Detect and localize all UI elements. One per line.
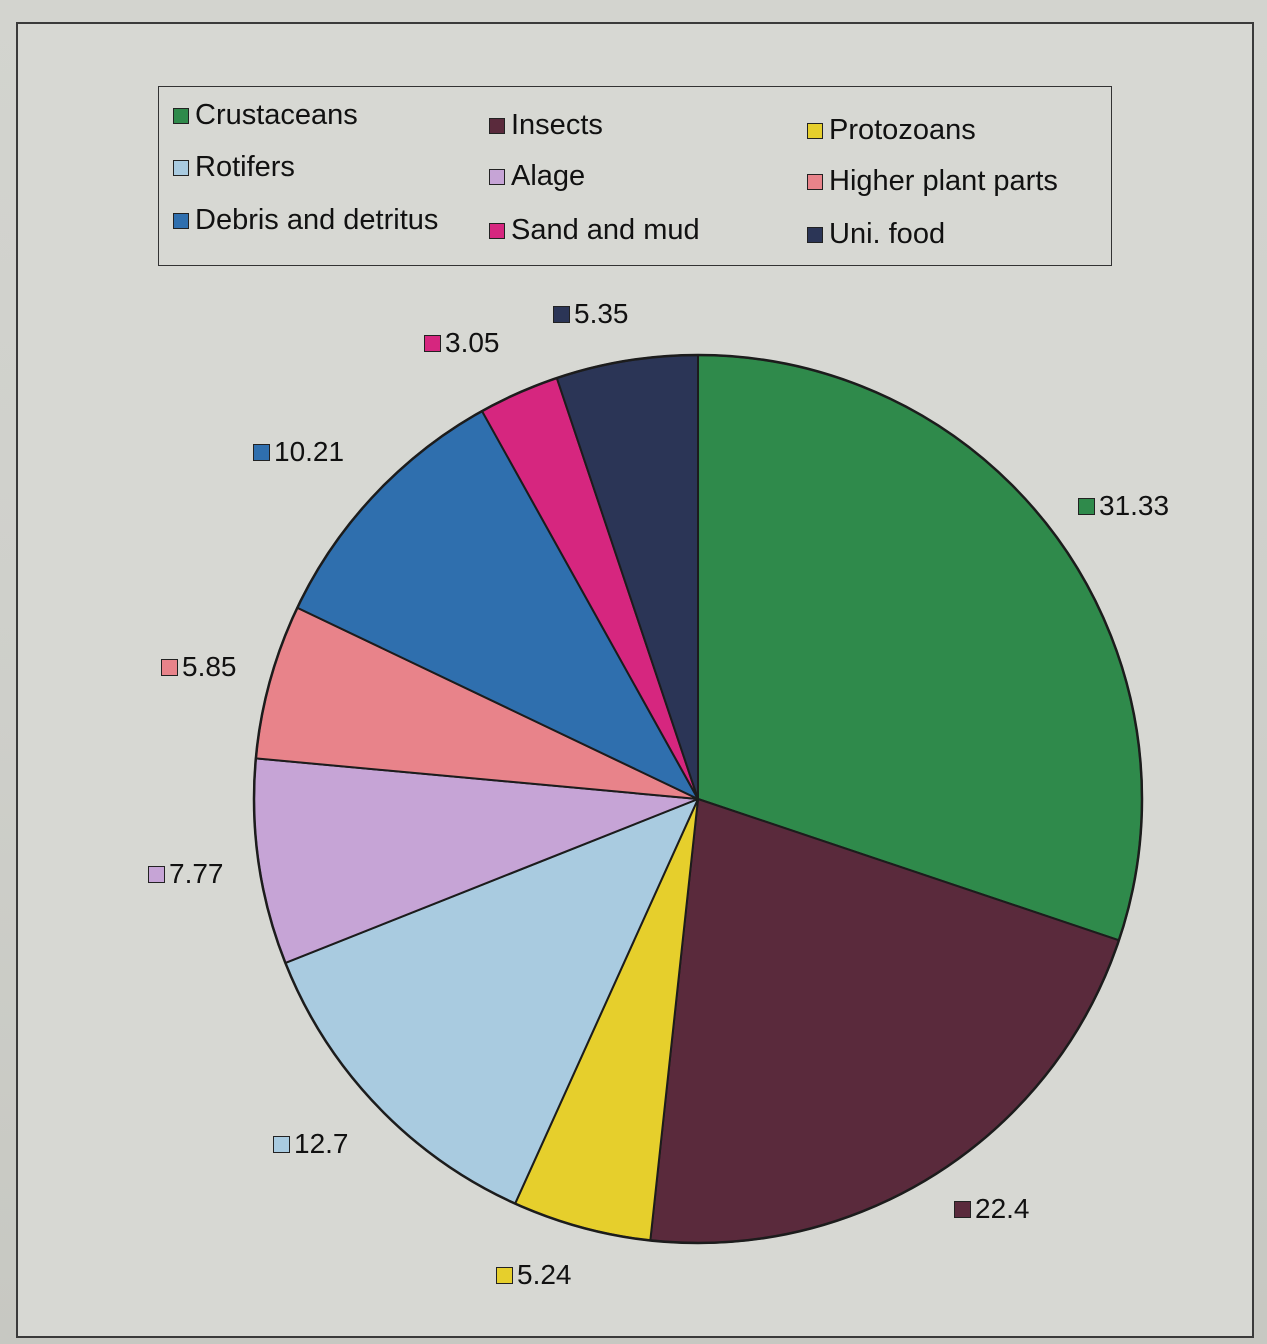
data-label-higher-plant-parts: 5.85 (161, 651, 237, 683)
legend-item-crustaceans: Crustaceans (173, 99, 358, 132)
data-label-swatch-insects (954, 1200, 971, 1218)
data-label-value-uni-food: 5.35 (574, 298, 629, 329)
data-label-swatch-uni-food (553, 305, 570, 323)
data-label-swatch-crustaceans (1078, 497, 1095, 515)
data-label-debris-and-detritus: 10.21 (253, 436, 344, 468)
pie-outline (252, 353, 1144, 1245)
data-label-value-crustaceans: 31.33 (1099, 490, 1170, 521)
data-label-value-rotifers: 12.7 (294, 1128, 349, 1159)
data-label-swatch-higher-plant-parts (161, 658, 178, 676)
data-label-value-alage: 7.77 (169, 858, 224, 889)
data-label-value-debris-and-detritus: 10.21 (274, 436, 345, 467)
legend-swatch-sand-and-mud (489, 222, 505, 239)
legend-swatch-crustaceans (173, 107, 189, 124)
data-label-uni-food: 5.35 (553, 298, 629, 330)
legend-label-alage: Alage (511, 160, 586, 192)
legend-label-crustaceans: Crustaceans (195, 99, 358, 131)
legend-swatch-insects (489, 117, 505, 134)
legend-item-protozoans: Protozoans (807, 114, 976, 147)
data-label-rotifers: 12.7 (273, 1128, 349, 1160)
legend-label-higher-plant-parts: Higher plant parts (829, 165, 1058, 197)
legend-swatch-higher-plant-parts (807, 173, 823, 190)
legend-swatch-uni-food (807, 226, 823, 243)
data-label-swatch-alage (148, 865, 165, 883)
data-label-crustaceans: 31.33 (1078, 490, 1169, 522)
legend-item-uni-food: Uni. food (807, 218, 945, 251)
legend-swatch-protozoans (807, 122, 823, 139)
data-label-protozoans: 5.24 (496, 1259, 572, 1291)
data-label-value-higher-plant-parts: 5.85 (182, 651, 237, 682)
legend-label-insects: Insects (511, 109, 603, 141)
legend-item-alage: Alage (489, 160, 585, 193)
data-label-swatch-debris-and-detritus (253, 443, 270, 461)
legend-item-higher-plant-parts: Higher plant parts (807, 165, 1058, 198)
legend-item-sand-and-mud: Sand and mud (489, 214, 700, 247)
data-label-value-protozoans: 5.24 (517, 1259, 572, 1290)
data-label-insects: 22.4 (954, 1193, 1030, 1225)
legend-item-rotifers: Rotifers (173, 151, 295, 184)
legend-label-debris-and-detritus: Debris and detritus (195, 204, 439, 236)
legend-label-sand-and-mud: Sand and mud (511, 214, 700, 246)
legend-item-debris-and-detritus: Debris and detritus (173, 204, 438, 237)
legend-label-rotifers: Rotifers (195, 151, 295, 183)
legend-swatch-alage (489, 168, 505, 185)
data-label-sand-and-mud: 3.05 (424, 327, 500, 359)
data-label-alage: 7.77 (148, 858, 224, 890)
data-label-swatch-sand-and-mud (424, 334, 441, 352)
data-label-swatch-rotifers (273, 1135, 290, 1153)
data-label-value-insects: 22.4 (975, 1193, 1030, 1224)
legend-label-uni-food: Uni. food (829, 218, 946, 250)
legend-swatch-rotifers (173, 159, 189, 176)
legend: Crustaceans Insects Protozoans Rotifers … (158, 86, 1112, 266)
legend-swatch-debris-and-detritus (173, 212, 189, 229)
legend-label-protozoans: Protozoans (829, 114, 976, 146)
data-label-swatch-protozoans (496, 1266, 513, 1284)
legend-item-insects: Insects (489, 109, 603, 142)
data-label-value-sand-and-mud: 3.05 (445, 327, 500, 358)
